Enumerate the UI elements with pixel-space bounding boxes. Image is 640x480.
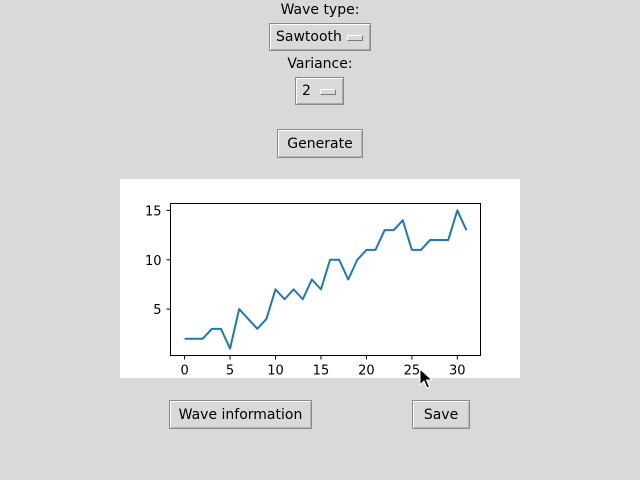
variance-dropdown[interactable]: 2 (295, 77, 344, 105)
save-button[interactable]: Save (412, 400, 470, 429)
wave-type-dropdown[interactable]: Sawtooth (269, 23, 371, 51)
wave-type-value: Sawtooth (276, 29, 342, 45)
dropdown-indicator-icon (320, 89, 336, 95)
x-tick-label: 10 (267, 364, 284, 379)
plot-frame (170, 203, 481, 356)
wave-information-button[interactable]: Wave information (169, 400, 312, 429)
wave-type-label: Wave type: (280, 2, 360, 18)
x-tick-label: 30 (449, 364, 466, 379)
x-tick-label: 15 (313, 364, 330, 379)
x-tick-label: 5 (226, 364, 234, 379)
x-tick-label: 20 (358, 364, 375, 379)
dropdown-indicator-icon (347, 35, 363, 41)
wave-chart-svg: 0 5 10 15 20 25 30 5 10 15 (145, 203, 481, 379)
variance-value: 2 (302, 83, 311, 99)
variance-label: Variance: (287, 56, 353, 72)
x-tick-label: 25 (404, 364, 421, 379)
generate-button[interactable]: Generate (277, 129, 363, 158)
y-tick-label: 10 (145, 254, 162, 269)
y-tick-label: 5 (153, 303, 161, 318)
x-tick-label: 0 (180, 364, 188, 379)
wave-chart: 0 5 10 15 20 25 30 5 10 15 (120, 179, 520, 379)
y-tick-label: 15 (145, 204, 162, 219)
mouse-cursor-icon (419, 368, 433, 389)
series-line (184, 209, 468, 350)
